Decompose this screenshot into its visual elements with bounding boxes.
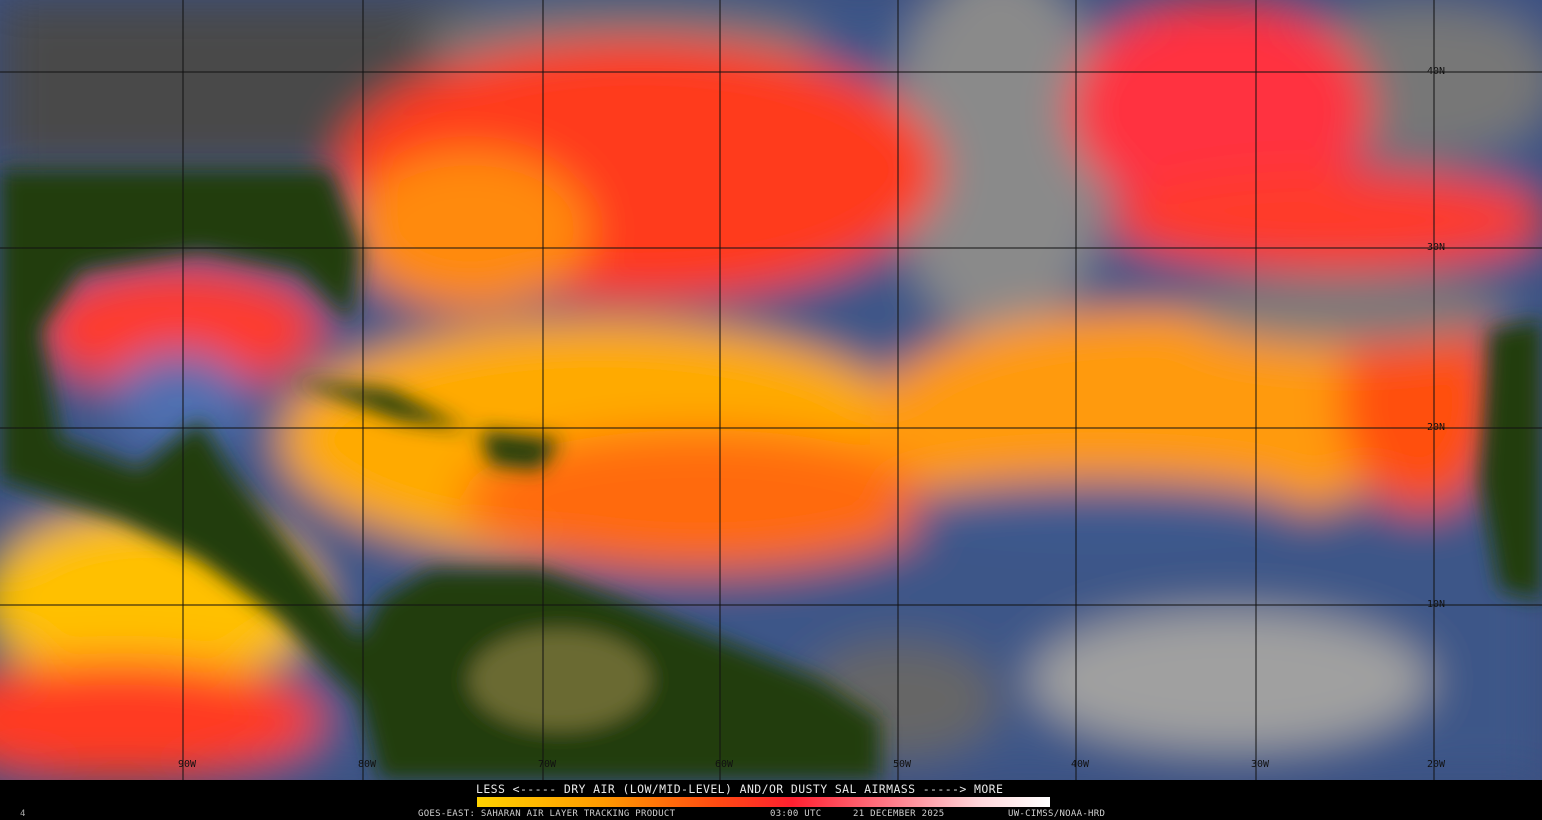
color-scale-bar (477, 797, 1050, 807)
sal-imagery (0, 0, 1542, 780)
lon-label: 70W (538, 759, 557, 770)
date-label: 21 DECEMBER 2025 (853, 809, 945, 819)
lon-label: 50W (893, 759, 912, 770)
lon-label: 20W (1427, 759, 1446, 770)
lat-label: 40N (1427, 66, 1446, 77)
lon-label: 30W (1251, 759, 1270, 770)
credit-label: UW-CIMSS/NOAA-HRD (1008, 809, 1106, 819)
lon-label: 40W (1071, 759, 1090, 770)
lat-lon-grid (0, 0, 1542, 780)
satellite-map[interactable]: 90W 80W 70W 60W 50W 40W 30W 20W 40N 30N … (0, 0, 1542, 780)
lon-label: 90W (178, 759, 197, 770)
lon-label: 80W (358, 759, 377, 770)
lat-label: 10N (1427, 599, 1446, 610)
lon-label: 60W (715, 759, 734, 770)
product-name: GOES-EAST: SAHARAN AIR LAYER TRACKING PR… (418, 809, 676, 819)
lat-label: 20N (1427, 422, 1446, 433)
time-label: 03:00 UTC (770, 809, 822, 819)
corner-mark: 4 (20, 809, 26, 819)
lat-label: 30N (1427, 242, 1446, 253)
legend-title: LESS <----- DRY AIR (LOW/MID-LEVEL) AND/… (476, 782, 1004, 796)
